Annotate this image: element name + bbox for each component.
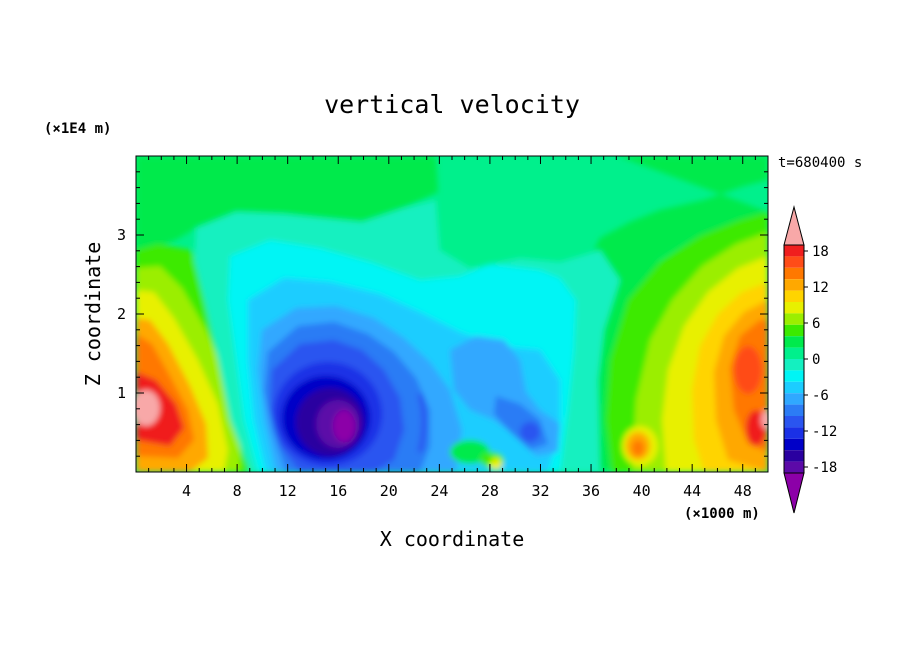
colorbar-band [784,302,804,314]
x-tick-label: 40 [633,482,651,500]
colorbar-band [784,404,804,416]
chart-title: vertical velocity [324,90,580,119]
colorbar-band [784,393,804,405]
colorbar-band [784,461,804,473]
x-tick-label: 48 [734,482,752,500]
colorbar-band [784,450,804,462]
colorbar: 18 12 6 0 -6 -12 -18 [783,205,837,514]
y-tick-label: 1 [117,384,126,402]
colorbar-band [784,279,804,291]
wave-ripple-1 [385,399,395,449]
y-axis-label: Z coordinate [81,242,105,387]
x-tick-label: 44 [683,482,701,500]
colorbar-band [784,336,804,348]
colorbar-band [784,370,804,382]
colorbar-tick-label: -6 [812,388,829,404]
updraft-cell-44 [670,444,690,464]
colorbar-min-triangle [783,472,805,514]
y-tick-label: 3 [117,226,126,244]
colorbar-band [784,427,804,439]
upper-green-band [136,156,438,252]
colorbar-tick-label: -12 [812,424,837,440]
colorbar-band [784,290,804,302]
mid-downdraft-spot [520,422,540,442]
colorbar-tick-label: 0 [812,352,820,368]
y-unit-label: (×1E4 m) [44,121,111,137]
x-unit-label: (×1000 m) [684,506,760,522]
x-tick-label: 36 [582,482,600,500]
x-tick-label: 8 [233,482,242,500]
colorbar-band [784,438,804,451]
time-label: t=680400 s [778,155,862,171]
colorbar-band [784,416,804,428]
left-updraft-core [136,390,160,426]
colorbar-band [784,359,804,371]
colorbar-tick-label: 12 [812,280,829,296]
x-ticks: 4 8 12 16 20 24 28 32 36 40 44 48 [148,156,756,500]
y-ticks: 1 2 3 [117,171,768,457]
right-updraft-core [761,411,768,429]
colorbar-tick-label: 18 [812,244,829,260]
x-tick-label: 20 [380,482,398,500]
wave-ripple-4 [434,399,442,451]
x-tick-label: 12 [279,482,297,500]
right-updraft-red-low [746,410,766,446]
right-updraft-red [734,346,762,394]
x-tick-label: 28 [481,482,499,500]
colorbar-max-triangle [783,205,805,246]
colorbar-band [784,347,804,359]
colorbar-tick-label: 6 [812,316,820,332]
x-axis-label: X coordinate [380,527,525,551]
colorbar-band [784,245,804,257]
downdraft-core [333,410,355,442]
x-tick-label: 24 [430,482,448,500]
x-tick-label: 4 [182,482,191,500]
surface-yellow-blob [490,458,502,470]
colorbar-band [784,324,804,337]
updraft-cell-40-core [632,440,644,456]
x-tick-label: 16 [329,482,347,500]
colorbar-band [784,267,804,280]
x-tick-label: 32 [531,482,549,500]
surface-green-blob-1 [450,440,490,464]
colorbar-band [784,256,804,268]
contour-field [136,156,768,472]
colorbar-band [784,381,804,394]
wave-ripple-2 [401,395,411,451]
y-tick-label: 2 [117,305,126,323]
colorbar-tick-label: -18 [812,460,837,476]
wave-ripple-3 [417,393,427,453]
colorbar-band [784,313,804,325]
